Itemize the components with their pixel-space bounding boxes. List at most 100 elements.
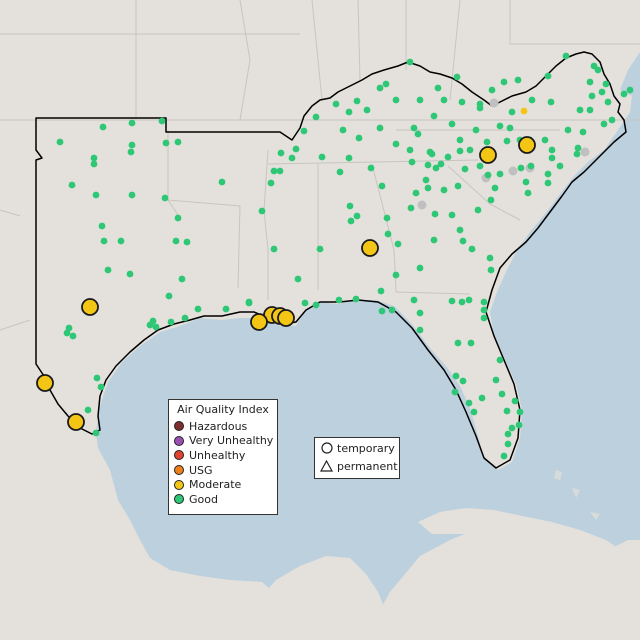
monitor-good-marker[interactable] bbox=[222, 305, 230, 313]
monitor-good-marker[interactable] bbox=[440, 96, 448, 104]
monitor-good-marker[interactable] bbox=[162, 139, 170, 147]
monitor-good-marker[interactable] bbox=[544, 179, 552, 187]
monitor-good-marker[interactable] bbox=[573, 150, 581, 158]
monitor-good-marker[interactable] bbox=[158, 117, 166, 125]
monitor-good-marker[interactable] bbox=[508, 108, 516, 116]
monitor-good-marker[interactable] bbox=[524, 189, 532, 197]
monitor-good-marker[interactable] bbox=[63, 329, 71, 337]
monitor-good-marker[interactable] bbox=[500, 452, 508, 460]
monitor-good-marker[interactable] bbox=[128, 141, 136, 149]
monitor-good-marker[interactable] bbox=[416, 264, 424, 272]
monitor-good-marker[interactable] bbox=[346, 202, 354, 210]
monitor-good-marker[interactable] bbox=[465, 296, 473, 304]
monitor-good-marker[interactable] bbox=[382, 80, 390, 88]
monitor-good-marker[interactable] bbox=[504, 430, 512, 438]
monitor-good-marker[interactable] bbox=[608, 116, 616, 124]
monitor-good-marker[interactable] bbox=[448, 297, 456, 305]
monitor-good-marker[interactable] bbox=[480, 314, 488, 322]
monitor-good-marker[interactable] bbox=[527, 162, 535, 170]
monitor-moderate-small-marker[interactable] bbox=[520, 107, 528, 115]
monitor-good-marker[interactable] bbox=[126, 270, 134, 278]
monitor-moderate-marker[interactable] bbox=[81, 298, 99, 316]
monitor-gray-marker[interactable] bbox=[508, 166, 518, 176]
monitor-good-marker[interactable] bbox=[367, 164, 375, 172]
monitor-good-marker[interactable] bbox=[486, 254, 494, 262]
monitor-good-marker[interactable] bbox=[270, 245, 278, 253]
monitor-good-marker[interactable] bbox=[181, 314, 189, 322]
monitor-good-marker[interactable] bbox=[347, 217, 355, 225]
monitor-good-marker[interactable] bbox=[504, 440, 512, 448]
monitor-good-marker[interactable] bbox=[146, 321, 154, 329]
monitor-good-marker[interactable] bbox=[378, 307, 386, 315]
monitor-good-marker[interactable] bbox=[410, 124, 418, 132]
monitor-good-marker[interactable] bbox=[491, 184, 499, 192]
monitor-good-marker[interactable] bbox=[318, 153, 326, 161]
monitor-good-marker[interactable] bbox=[434, 84, 442, 92]
monitor-good-marker[interactable] bbox=[167, 318, 175, 326]
monitor-good-marker[interactable] bbox=[588, 92, 596, 100]
monitor-good-marker[interactable] bbox=[452, 372, 460, 380]
monitor-good-marker[interactable] bbox=[468, 245, 476, 253]
monitor-good-marker[interactable] bbox=[476, 104, 484, 112]
monitor-good-marker[interactable] bbox=[496, 122, 504, 130]
monitor-good-marker[interactable] bbox=[528, 96, 536, 104]
monitor-good-marker[interactable] bbox=[277, 149, 285, 157]
monitor-good-marker[interactable] bbox=[294, 275, 302, 283]
monitor-good-marker[interactable] bbox=[412, 189, 420, 197]
monitor-good-marker[interactable] bbox=[517, 164, 525, 172]
monitor-good-marker[interactable] bbox=[456, 136, 464, 144]
monitor-good-marker[interactable] bbox=[245, 298, 253, 306]
monitor-good-marker[interactable] bbox=[406, 58, 414, 66]
monitor-good-marker[interactable] bbox=[474, 206, 482, 214]
monitor-good-marker[interactable] bbox=[458, 298, 466, 306]
monitor-good-marker[interactable] bbox=[483, 138, 491, 146]
monitor-good-marker[interactable] bbox=[388, 306, 396, 314]
monitor-good-marker[interactable] bbox=[377, 287, 385, 295]
monitor-good-marker[interactable] bbox=[620, 90, 628, 98]
monitor-good-marker[interactable] bbox=[586, 106, 594, 114]
monitor-good-marker[interactable] bbox=[174, 138, 182, 146]
monitor-good-marker[interactable] bbox=[392, 140, 400, 148]
monitor-good-marker[interactable] bbox=[378, 182, 386, 190]
monitor-good-marker[interactable] bbox=[556, 162, 564, 170]
monitor-good-marker[interactable] bbox=[514, 76, 522, 84]
monitor-good-marker[interactable] bbox=[97, 383, 105, 391]
monitor-good-marker[interactable] bbox=[165, 292, 173, 300]
monitor-good-marker[interactable] bbox=[84, 406, 92, 414]
monitor-gray-marker[interactable] bbox=[489, 98, 499, 108]
monitor-good-marker[interactable] bbox=[511, 397, 519, 405]
monitor-good-marker[interactable] bbox=[336, 168, 344, 176]
monitor-good-marker[interactable] bbox=[498, 390, 506, 398]
monitor-good-marker[interactable] bbox=[484, 171, 492, 179]
monitor-good-marker[interactable] bbox=[416, 326, 424, 334]
monitor-good-marker[interactable] bbox=[100, 237, 108, 245]
monitor-good-marker[interactable] bbox=[451, 388, 459, 396]
monitor-good-marker[interactable] bbox=[500, 78, 508, 86]
monitor-good-marker[interactable] bbox=[458, 98, 466, 106]
monitor-good-marker[interactable] bbox=[492, 376, 500, 384]
monitor-good-marker[interactable] bbox=[194, 305, 202, 313]
monitor-good-marker[interactable] bbox=[383, 214, 391, 222]
monitor-good-marker[interactable] bbox=[541, 136, 549, 144]
monitor-good-marker[interactable] bbox=[522, 178, 530, 186]
monitor-good-marker[interactable] bbox=[178, 275, 186, 283]
monitor-gray-marker[interactable] bbox=[580, 147, 590, 157]
monitor-good-marker[interactable] bbox=[626, 86, 634, 94]
monitor-good-marker[interactable] bbox=[516, 408, 524, 416]
monitor-good-marker[interactable] bbox=[376, 84, 384, 92]
monitor-good-marker[interactable] bbox=[355, 134, 363, 142]
monitor-good-marker[interactable] bbox=[548, 154, 556, 162]
monitor-good-marker[interactable] bbox=[152, 323, 160, 331]
monitor-good-marker[interactable] bbox=[128, 119, 136, 127]
monitor-good-marker[interactable] bbox=[476, 162, 484, 170]
monitor-good-marker[interactable] bbox=[461, 165, 469, 173]
monitor-good-marker[interactable] bbox=[465, 399, 473, 407]
monitor-good-marker[interactable] bbox=[92, 429, 100, 437]
monitor-good-marker[interactable] bbox=[431, 210, 439, 218]
monitor-good-marker[interactable] bbox=[332, 100, 340, 108]
monitor-good-marker[interactable] bbox=[454, 182, 462, 190]
monitor-good-marker[interactable] bbox=[430, 236, 438, 244]
monitor-good-marker[interactable] bbox=[487, 266, 495, 274]
monitor-good-marker[interactable] bbox=[459, 237, 467, 245]
monitor-good-marker[interactable] bbox=[562, 52, 570, 60]
